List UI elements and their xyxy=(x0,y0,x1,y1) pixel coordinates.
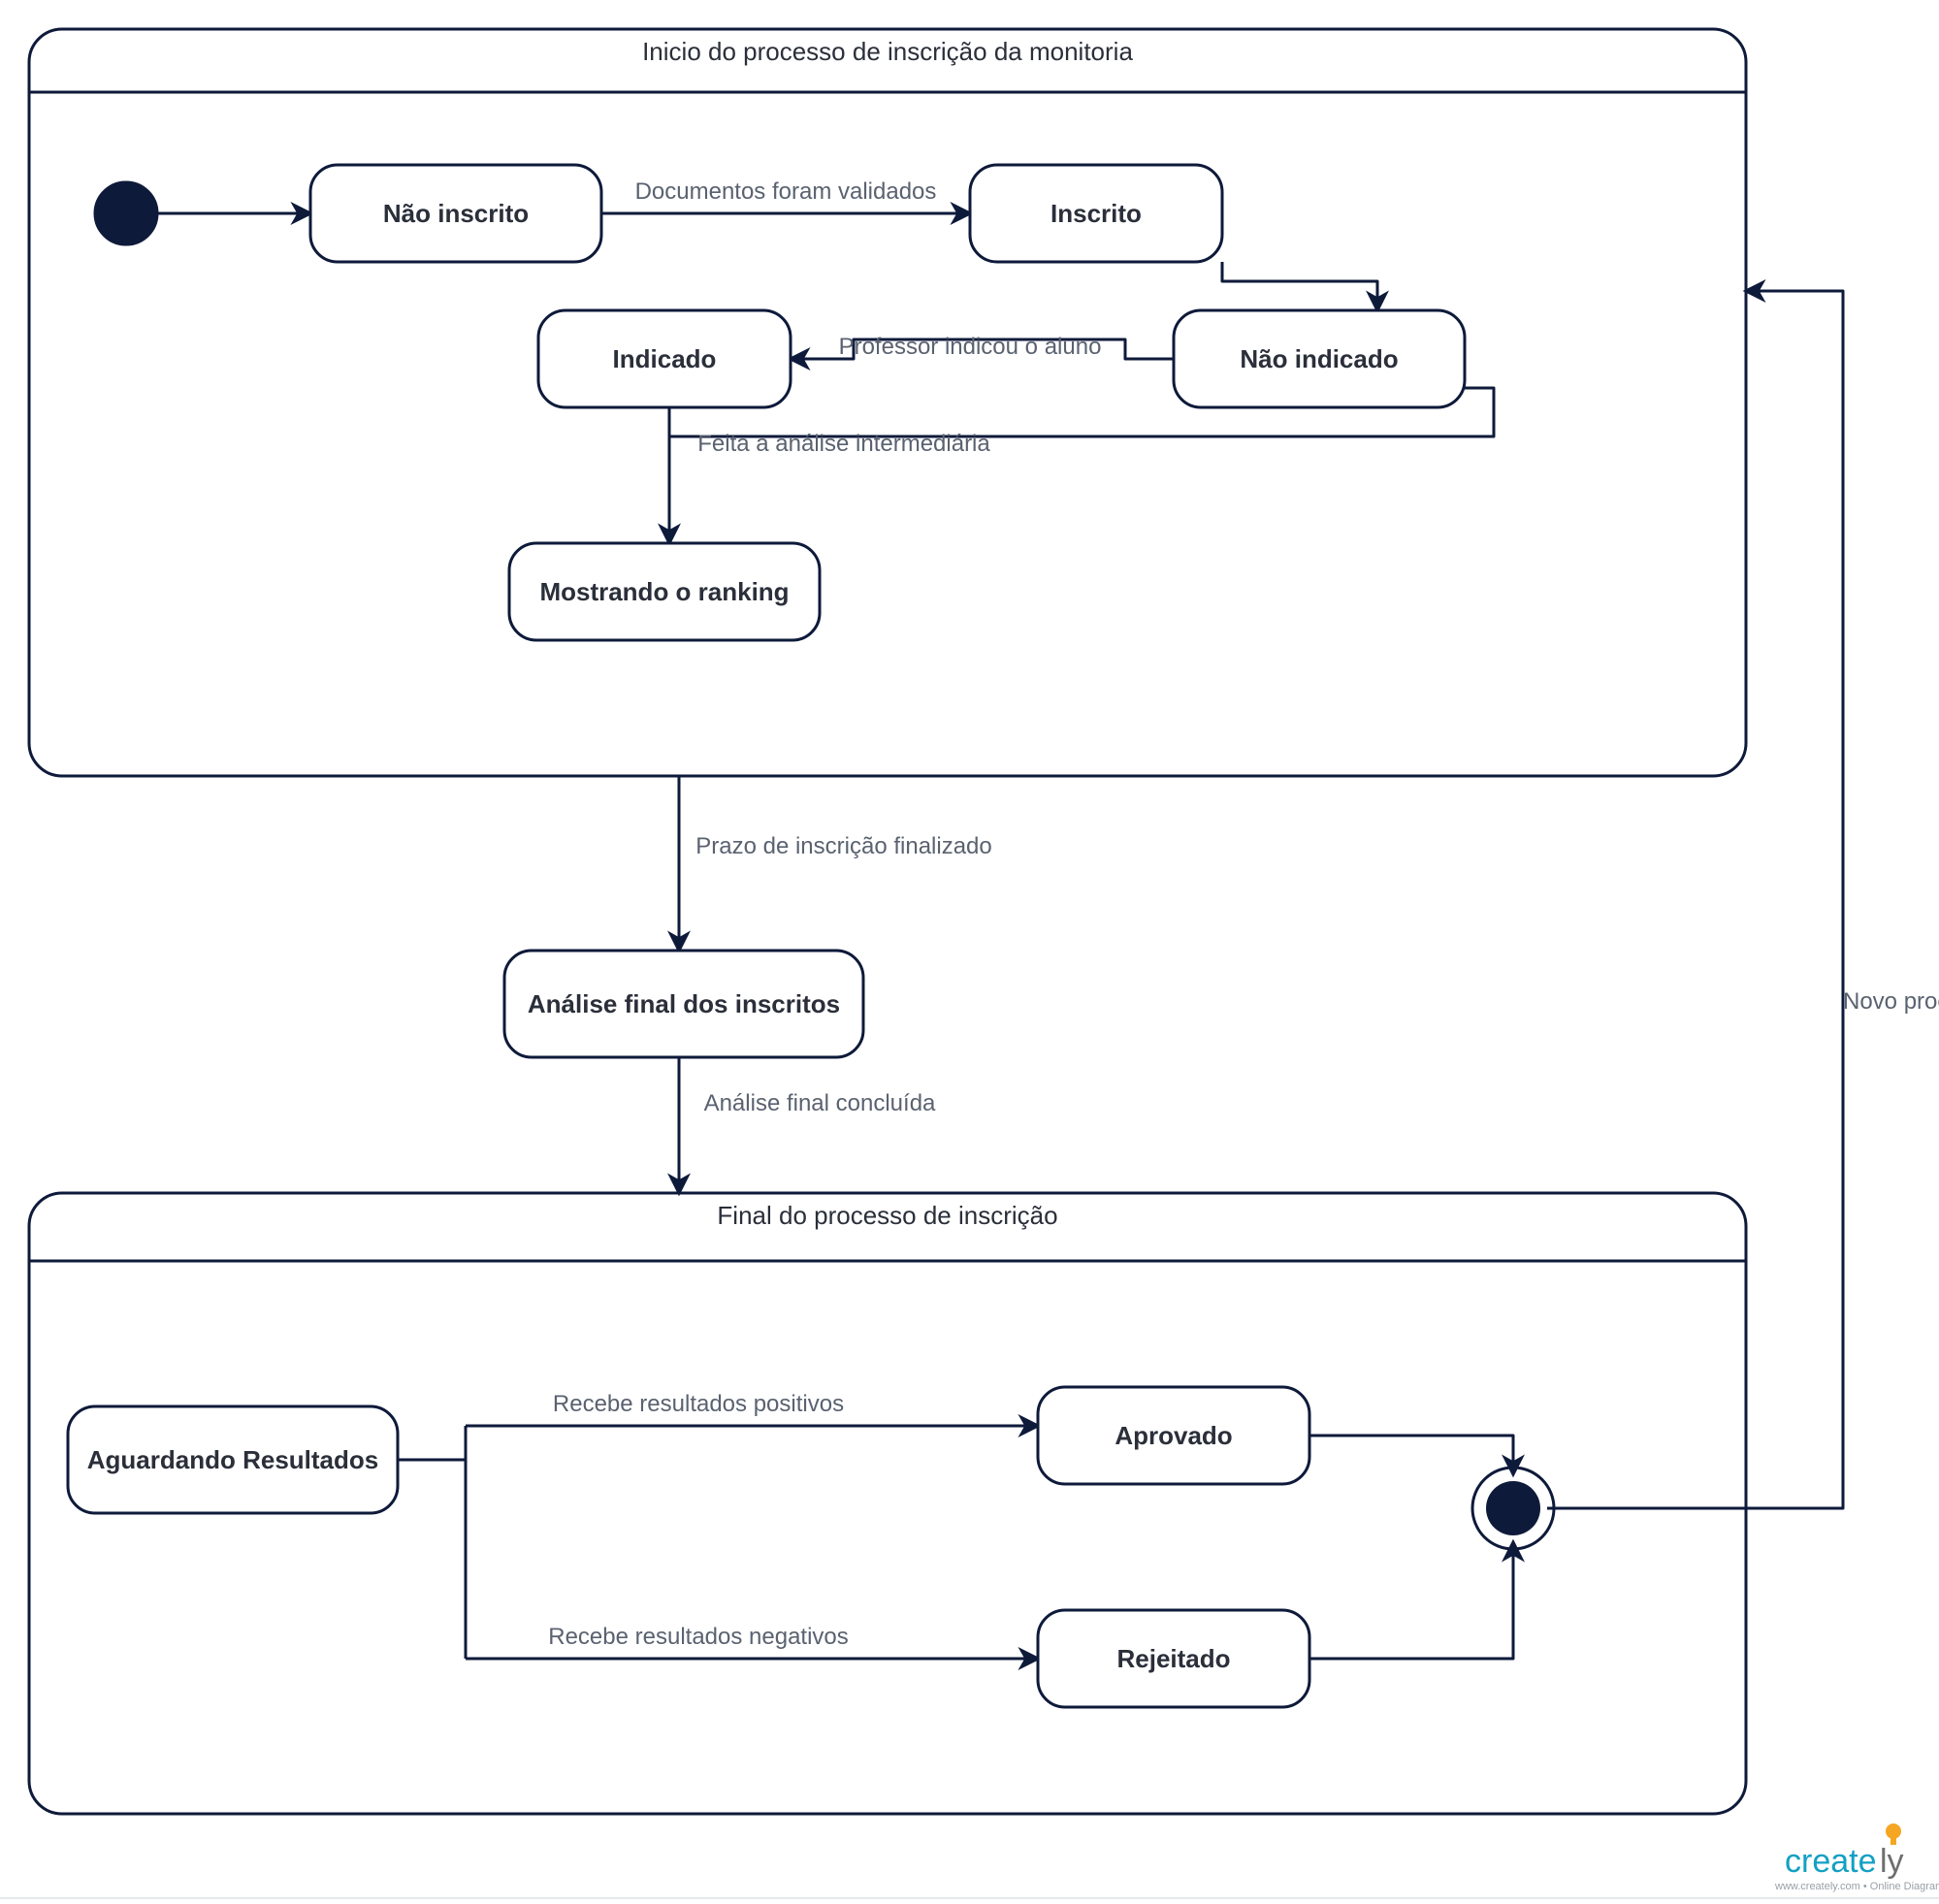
node-label: Não inscrito xyxy=(383,199,529,228)
node-label: Aprovado xyxy=(1115,1421,1232,1450)
edge-label: Análise final concluída xyxy=(704,1090,936,1116)
node-start xyxy=(95,182,157,244)
edge-label: Prazo de inscrição finalizado xyxy=(695,833,992,859)
node-n_indicado: Indicado xyxy=(538,310,791,407)
watermark-brand-accent: ly xyxy=(1880,1843,1904,1880)
node-n_aguardando: Aguardando Resultados xyxy=(68,1406,398,1513)
node-label: Análise final dos inscritos xyxy=(528,989,840,1018)
node-n_analise: Análise final dos inscritos xyxy=(504,951,863,1057)
watermark-brand-primary: create xyxy=(1785,1843,1877,1880)
container-c1: Inicio do processo de inscrição da monit… xyxy=(29,29,1746,776)
edge-label: Novo processo de monitoria iniciado xyxy=(1843,988,1939,1015)
node-label: Mostrando o ranking xyxy=(539,577,789,606)
edge-label: Documentos foram validados xyxy=(635,178,937,205)
node-label: Aguardando Resultados xyxy=(87,1445,378,1474)
container-title: Inicio do processo de inscrição da monit… xyxy=(642,37,1133,66)
edge-label: Professor indicou o aluno xyxy=(839,334,1102,360)
start-node-icon xyxy=(95,182,157,244)
node-n_rejeitado: Rejeitado xyxy=(1038,1610,1309,1707)
edge-label: Recebe resultados negativos xyxy=(548,1624,849,1650)
node-n_aprovado: Aprovado xyxy=(1038,1387,1309,1484)
node-n_ranking: Mostrando o ranking xyxy=(509,543,820,640)
node-label: Não indicado xyxy=(1240,344,1398,373)
node-label: Indicado xyxy=(613,344,717,373)
lightbulb-icon xyxy=(1886,1823,1901,1839)
container-title: Final do processo de inscrição xyxy=(717,1201,1057,1230)
node-n_nao_inscrito: Não inscrito xyxy=(310,165,601,262)
watermark-tagline: www.creately.com • Online Diagramming xyxy=(1774,1881,1939,1892)
node-label: Rejeitado xyxy=(1116,1644,1230,1673)
node-n_nao_indicado: Não indicado xyxy=(1174,310,1465,407)
edge-label: Recebe resultados positivos xyxy=(553,1391,844,1417)
end-node-inner-icon xyxy=(1486,1481,1540,1535)
node-label: Inscrito xyxy=(1050,199,1142,228)
edge-label: Feita a análise intermediária xyxy=(697,431,990,457)
node-n_inscrito: Inscrito xyxy=(970,165,1222,262)
